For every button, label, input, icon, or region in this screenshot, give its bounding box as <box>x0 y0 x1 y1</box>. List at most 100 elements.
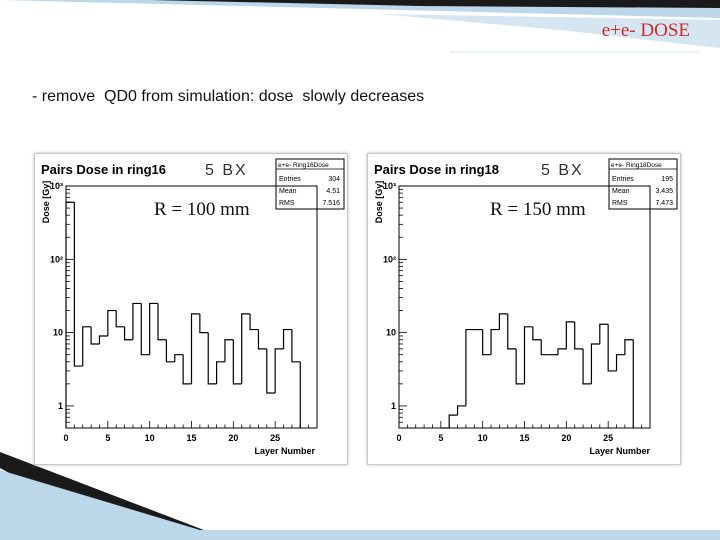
histogram-bin <box>590 343 600 384</box>
histogram-bin <box>274 348 284 394</box>
x-tick-label: 25 <box>270 433 280 443</box>
stats-rms-value: 7.516 <box>322 200 340 207</box>
x-tick-label: 15 <box>519 433 529 443</box>
y-tick-label: 10³ <box>50 181 63 191</box>
stats-rms-label: RMS <box>612 200 628 207</box>
plot-frame <box>398 185 651 429</box>
chart-panel-right: Pairs Dose in ring18 e+e- Ring18Dose Ent… <box>367 153 681 465</box>
x-tick-label: 0 <box>396 433 401 443</box>
top-ribbon-fade <box>380 14 720 48</box>
histogram-bin <box>232 339 242 385</box>
x-tick-label: 5 <box>105 433 110 443</box>
histogram-bin <box>507 313 517 350</box>
stats-name: e+e- Ring18Dose <box>611 162 662 169</box>
chart-title: Pairs Dose in ring18 <box>374 162 499 177</box>
stats-entries-label: Entries <box>612 176 634 183</box>
plot-frame <box>65 185 318 429</box>
stats-mean-value: 3.435 <box>655 188 673 195</box>
histogram-bin <box>98 335 108 344</box>
histogram-bin <box>165 339 175 363</box>
y-axis-label: Dose [Gy] <box>374 181 384 224</box>
histogram-bin <box>174 354 184 362</box>
x-tick-label: 20 <box>561 433 571 443</box>
bullet-text: - remove QD0 from simulation: dose slowl… <box>32 88 425 105</box>
histogram-bin <box>266 348 276 394</box>
histogram-bin <box>182 354 192 385</box>
histogram-bin <box>498 313 508 330</box>
histogram-bin <box>490 328 500 355</box>
histogram-bin <box>257 329 267 350</box>
histogram-bin <box>90 326 100 345</box>
x-tick-label: 20 <box>228 433 238 443</box>
stats-mean-value: 4.51 <box>326 188 340 195</box>
histogram-bin <box>607 324 617 372</box>
histogram-bin <box>115 310 125 328</box>
y-tick-label: 1 <box>58 401 63 411</box>
histogram-bin <box>448 414 458 428</box>
stats-rms-value: 7.473 <box>655 200 673 207</box>
bx-label-left: 5 BX <box>205 162 248 179</box>
histogram-bin <box>65 201 75 428</box>
chart-title: Pairs Dose in ring16 <box>41 162 166 177</box>
chart-panel-left: Pairs Dose in ring16 e+e- Ring16Dose Ent… <box>34 153 348 465</box>
histogram-bin <box>149 302 159 355</box>
histogram-bin <box>515 348 525 385</box>
slide-title: e+e- DOSE <box>601 20 690 41</box>
bx-label-right: 5 BX <box>541 162 584 179</box>
histogram-bin <box>565 321 575 349</box>
histogram-bin <box>465 328 475 406</box>
histogram-bin <box>599 323 609 344</box>
histogram-bin <box>282 328 292 349</box>
x-tick-label: 10 <box>145 433 155 443</box>
x-axis-label: Layer Number <box>589 446 650 456</box>
histogram-bin <box>532 326 542 341</box>
y-tick-label: 10² <box>50 254 63 264</box>
histogram-bin <box>574 321 584 350</box>
histogram-bin <box>540 339 550 356</box>
y-axis-label: Dose [Gy] <box>41 181 51 224</box>
stats-box: e+e- Ring16Dose Entries 304 Mean 4.51 RM… <box>275 158 345 210</box>
histogram-bin <box>157 303 167 341</box>
x-tick-label: 15 <box>186 433 196 443</box>
y-tick-label: 10 <box>53 328 63 338</box>
stats-entries-label: Entries <box>279 176 301 183</box>
bottom-ribbon-light <box>0 470 720 540</box>
x-tick-label: 5 <box>438 433 443 443</box>
x-axis-label: Layer Number <box>254 446 315 456</box>
histogram-bin <box>224 339 234 362</box>
stats-mean-label: Mean <box>612 188 630 195</box>
histogram-bin <box>523 326 533 384</box>
histogram-bin <box>123 326 133 341</box>
histogram-bin <box>199 313 209 334</box>
x-tick-label: 0 <box>63 433 68 443</box>
histogram-bin <box>140 303 150 356</box>
y-tick-label: 10 <box>386 328 396 338</box>
histogram-bin <box>291 329 301 363</box>
histogram-bin <box>73 202 83 367</box>
histogram-bin <box>82 326 92 367</box>
histogram-bin <box>249 313 259 331</box>
x-tick-label: 10 <box>478 433 488 443</box>
histogram-ring16: Pairs Dose in ring16 e+e- Ring16Dose Ent… <box>41 158 345 456</box>
stats-rms-label: RMS <box>279 200 295 207</box>
y-tick-label: 10³ <box>383 181 396 191</box>
top-ribbon-dark <box>150 0 720 8</box>
histogram-bin <box>582 348 592 385</box>
histogram-bin <box>615 354 625 371</box>
histogram-bin <box>216 361 225 384</box>
x-tick-label: 25 <box>603 433 613 443</box>
y-tick-label: 1 <box>391 401 396 411</box>
stats-entries-value: 195 <box>661 176 673 183</box>
histogram-bin <box>241 313 251 384</box>
histogram-ring18: Pairs Dose in ring18 e+e- Ring18Dose Ent… <box>374 158 678 456</box>
histogram-bin <box>132 302 142 340</box>
histogram-bin <box>624 339 634 355</box>
stats-entries-value: 304 <box>328 176 340 183</box>
radius-label-left: R = 100 mm <box>154 199 250 220</box>
stats-box: e+e- Ring18Dose Entries 195 Mean 3.435 R… <box>608 158 678 210</box>
histogram-bin <box>557 348 567 355</box>
histogram-bin <box>456 405 466 416</box>
histogram-bin <box>190 313 200 384</box>
stats-mean-label: Mean <box>279 188 297 195</box>
